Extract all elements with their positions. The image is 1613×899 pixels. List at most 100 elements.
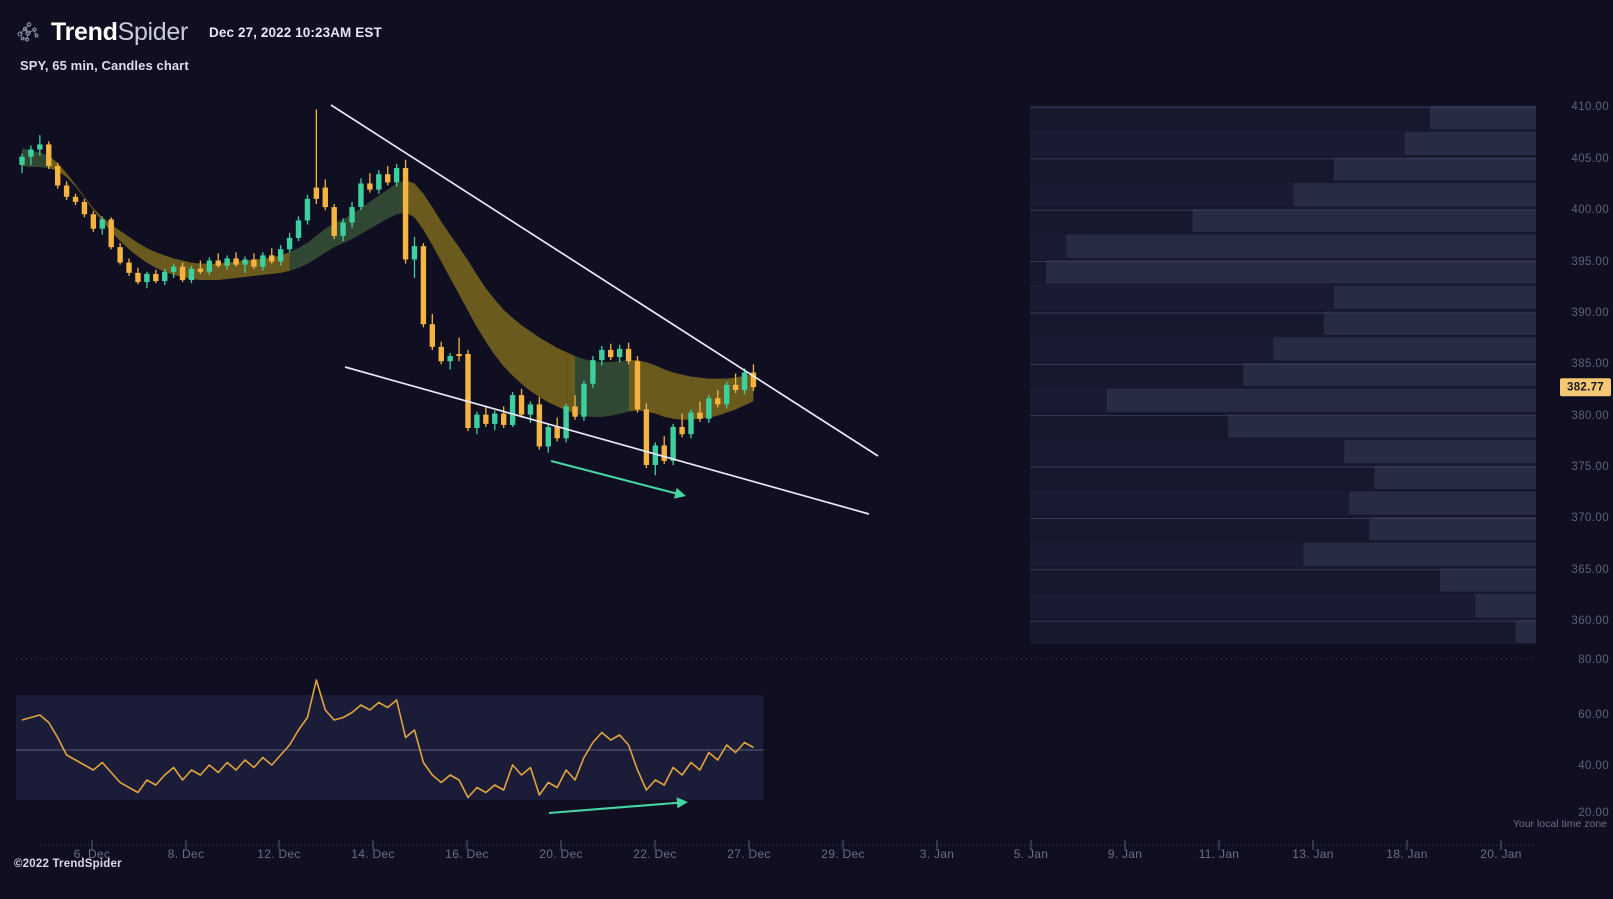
candle-body	[438, 346, 444, 362]
price-chart-canvas[interactable]	[0, 92, 1613, 652]
ma-cloud-bullish-segment	[289, 180, 406, 271]
candle-body	[474, 414, 480, 428]
rsi-chart-canvas[interactable]	[0, 655, 1613, 840]
candle-body	[545, 426, 551, 447]
candle-body	[554, 426, 560, 439]
candle-body	[492, 413, 498, 424]
timezone-note: Your local time zone	[1512, 818, 1607, 830]
candle-body	[170, 266, 177, 272]
price-axis-tick: 410.00	[1571, 101, 1609, 114]
price-axis-tick: 380.00	[1571, 409, 1609, 422]
candle-body	[411, 246, 418, 260]
candle-body	[599, 349, 605, 361]
candle-body	[723, 384, 730, 405]
volume-profile-bar	[1273, 337, 1536, 361]
volume-profile-row	[1030, 592, 1536, 619]
candle-body	[269, 255, 275, 262]
rsi-bullish-arrow-shaft	[548, 801, 681, 815]
candle-body	[500, 413, 507, 425]
candle-body	[367, 183, 373, 190]
price-axis-tick: 365.00	[1571, 563, 1609, 576]
candle-body	[750, 372, 757, 388]
time-axis-label: 20. Jan	[1480, 847, 1522, 861]
volume-profile-bar	[1334, 157, 1536, 181]
rsi-axis-tick: 40.00	[1578, 760, 1609, 772]
candle-body	[527, 404, 534, 415]
ma-cloud-segment	[628, 360, 754, 420]
volume-profile-bar	[1192, 208, 1536, 233]
candle-body	[340, 222, 346, 236]
candle-body	[99, 219, 105, 229]
candle-body	[46, 144, 52, 166]
time-axis-label: 20. Dec	[539, 847, 583, 861]
price-axis-tick: 395.00	[1571, 255, 1609, 268]
volume-profile-bar	[1515, 619, 1536, 644]
rsi-band-background	[16, 695, 764, 800]
time-axis-label: 18. Jan	[1386, 847, 1428, 861]
ma-cloud-segment	[405, 180, 567, 411]
candle-body	[465, 354, 471, 428]
candlestick-series	[19, 109, 757, 476]
candle-body	[420, 246, 427, 325]
candle-body	[697, 412, 703, 419]
candle-body	[233, 258, 239, 265]
candle-body	[331, 207, 337, 236]
candle-body	[447, 356, 453, 362]
time-axis-label: 5. Jan	[1013, 847, 1049, 861]
price-axis-tick: 385.00	[1571, 358, 1609, 371]
candle-body	[402, 168, 409, 260]
volume-profile-bar	[1066, 234, 1536, 258]
candle-body	[429, 324, 436, 347]
candle-body	[63, 185, 70, 197]
candle-body	[277, 249, 284, 262]
candle-body	[37, 144, 43, 150]
time-axis-label: 11. Jan	[1198, 847, 1240, 861]
candle-body	[197, 268, 204, 272]
price-pane[interactable]: 410.00 405.00 400.00 395.00 390.00 385.00 380.…	[0, 92, 1613, 652]
rsi-annotation-arrow[interactable]	[548, 797, 688, 815]
volume-profile-bar	[1303, 542, 1536, 566]
volume-profile-bar	[1429, 106, 1536, 130]
candle-body	[215, 260, 221, 266]
candle-body	[242, 259, 248, 265]
volume-profile-bar	[1293, 183, 1536, 207]
time-axis[interactable]: 6. Dec 8. Dec 12. Dec 14. Dec 16. Dec 20. Dec…	[0, 818, 1613, 870]
brand-light: Spider	[117, 17, 189, 46]
price-annotation-arrows[interactable]	[550, 459, 686, 499]
volume-profile-bar	[1404, 131, 1536, 155]
brand-bold: Trend	[51, 17, 118, 46]
candle-body	[162, 271, 168, 282]
candle-body	[349, 207, 355, 223]
rsi-polyline	[21, 679, 754, 799]
volume-profile-bar	[1369, 517, 1536, 541]
time-axis-label: 8. Dec	[167, 847, 205, 861]
volume-profile-bar	[1323, 311, 1536, 335]
brand-row: TrendSpider Dec 27, 2022 10:23AM EST	[14, 18, 382, 46]
time-axis-label: 27. Dec	[727, 847, 771, 861]
candle-body	[581, 383, 587, 417]
candle-body	[251, 259, 257, 267]
candle-body	[179, 266, 186, 281]
rsi-pane[interactable]: 80.00 60.00 40.00 20.00	[0, 654, 1613, 840]
brand-wordmark: TrendSpider	[51, 17, 189, 46]
trendline-group[interactable]	[330, 104, 879, 515]
candle-body	[643, 409, 650, 465]
chart-header: TrendSpider Dec 27, 2022 10:23AM EST SPY…	[0, 0, 1613, 80]
lower-support-trendline	[344, 366, 870, 515]
candle-body	[456, 354, 462, 357]
candle-body	[54, 165, 61, 186]
candle-body	[706, 398, 712, 419]
candle-body	[679, 426, 685, 435]
copyright-notice: ©2022 TrendSpider	[14, 858, 122, 870]
candle-body	[518, 395, 525, 415]
rsi-axis-tick: 80.00	[1578, 654, 1609, 666]
current-price-tag[interactable]: 382.77	[1560, 378, 1611, 396]
candle-body	[108, 219, 114, 248]
candle-body	[509, 395, 516, 425]
candle-body	[224, 258, 230, 266]
chart-subtitle: SPY, 65 min, Candles chart	[20, 58, 189, 73]
volume-profile-bar	[1349, 491, 1536, 515]
candle-body	[144, 273, 150, 283]
rsi-zone-rect	[16, 695, 764, 800]
